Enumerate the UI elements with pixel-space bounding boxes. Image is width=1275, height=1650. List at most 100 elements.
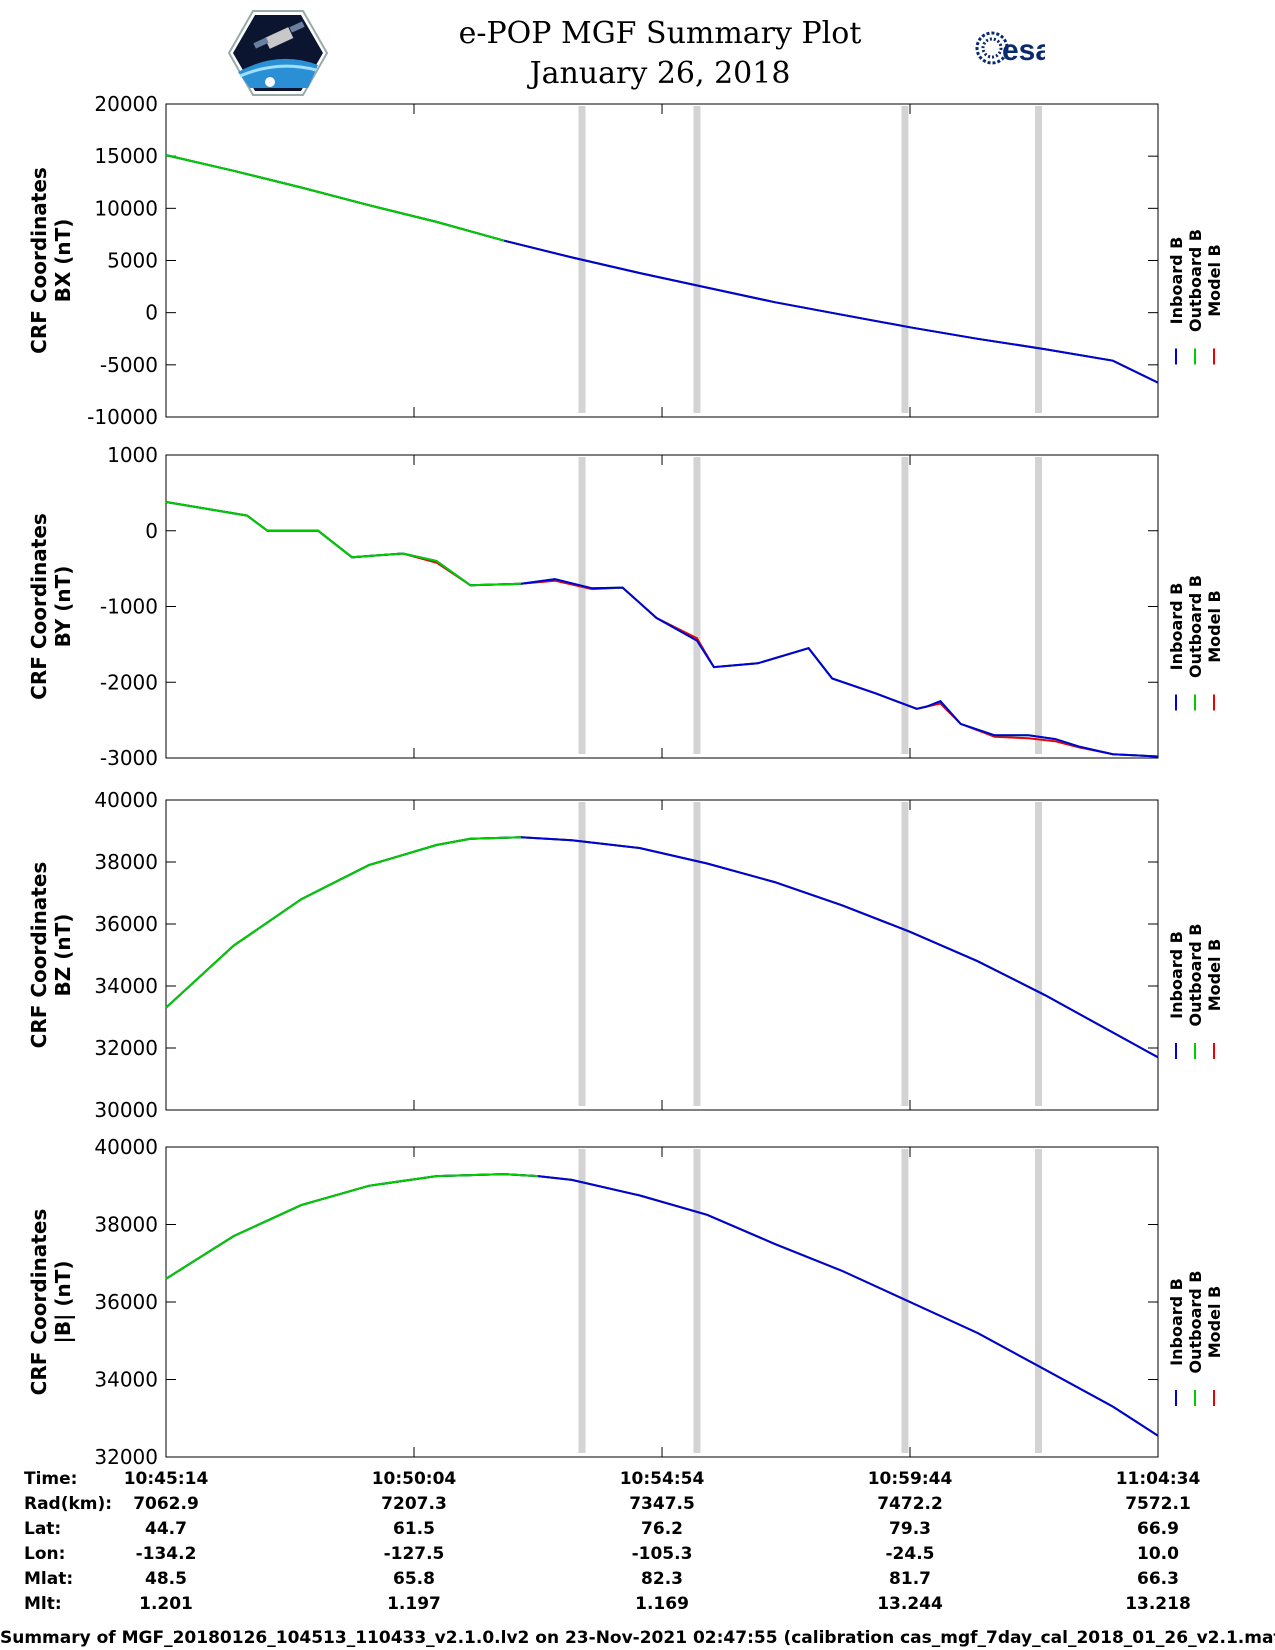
y-tick-label: 0 <box>145 301 158 325</box>
legend-label: Outboard B <box>1186 575 1205 678</box>
y-tick-label: -10000 <box>87 405 158 429</box>
series-line-model-b <box>165 501 1158 758</box>
y-tick-label: 40000 <box>94 788 158 812</box>
data-gap-band <box>1035 802 1043 1106</box>
y-tick-label: -2000 <box>100 670 158 694</box>
y-axis-label-line2: BZ (nT) <box>51 914 75 997</box>
ephemeris-value: 7207.3 <box>381 1494 447 1514</box>
y-tick-label: 34000 <box>94 974 158 998</box>
y-tick-label: 1000 <box>107 443 158 467</box>
footer-summary: Summary of MGF_20180126_104513_110433_v2… <box>0 1628 1275 1648</box>
ephemeris-row-label: Rad(km): <box>24 1494 112 1514</box>
ephemeris-value: 1.197 <box>387 1594 441 1614</box>
ephemeris-value: 7572.1 <box>1125 1494 1191 1514</box>
series-line-outboard-b-early <box>165 1173 539 1280</box>
ephemeris-value: 66.9 <box>1137 1519 1179 1539</box>
y-axis-label: CRF CoordinatesBY (nT) <box>27 513 75 700</box>
series-line-outboard-b-early <box>165 836 522 1009</box>
series-line-model-b <box>165 154 1159 384</box>
series-line-outboard-b <box>165 1173 1159 1437</box>
data-gap-band <box>578 802 586 1106</box>
series-line-outboard-b <box>165 154 1159 384</box>
data-gap-band <box>693 457 701 754</box>
data-gap-band <box>1035 457 1043 754</box>
series-line-outboard-b <box>165 501 1158 758</box>
ephemeris-value: 1.201 <box>139 1594 193 1614</box>
ephemeris-value: 79.3 <box>889 1519 931 1539</box>
panel-by: 1000 0 -1000 -2000 -3000 CRF CoordinatesBY (n… <box>27 443 1224 770</box>
data-gap-band <box>901 1149 909 1453</box>
legend-label: Outboard B <box>1186 1271 1205 1374</box>
y-tick-label: 38000 <box>94 1213 158 1237</box>
y-axis-label-line2: |B| (nT) <box>51 1261 75 1344</box>
ephemeris-value: 65.8 <box>393 1569 435 1589</box>
data-gap-band <box>578 457 586 754</box>
y-tick-label: 20000 <box>94 92 158 116</box>
y-tick-label: 0 <box>145 519 158 543</box>
ephemeris-value: 48.5 <box>145 1569 187 1589</box>
ephemeris-value: 61.5 <box>393 1519 435 1539</box>
y-tick-label: 32000 <box>94 1036 158 1060</box>
ephemeris-value: 66.3 <box>1137 1569 1179 1589</box>
y-axis-label-line1: CRF Coordinates <box>27 1209 51 1396</box>
legend-label: Inboard B <box>1167 1278 1186 1366</box>
ephemeris-value: 7347.5 <box>629 1494 695 1514</box>
series-line-outboard-b <box>165 836 1159 1059</box>
y-axis-label: CRF Coordinates|B| (nT) <box>27 1209 75 1396</box>
y-tick-label: -3000 <box>100 746 158 770</box>
data-gap-band <box>901 457 909 754</box>
y-tick-label: 38000 <box>94 850 158 874</box>
data-gap-band <box>1035 106 1043 413</box>
y-tick-label: 10000 <box>94 196 158 220</box>
y-tick-label: -1000 <box>100 595 158 619</box>
ephemeris-value: 44.7 <box>145 1519 187 1539</box>
ephemeris-value: -134.2 <box>136 1544 197 1564</box>
legend-label: Outboard B <box>1186 924 1205 1027</box>
data-gap-band <box>693 1149 701 1453</box>
ephemeris-value: 13.244 <box>877 1594 943 1614</box>
y-axis-label: CRF CoordinatesBZ (nT) <box>27 862 75 1049</box>
panel-frame <box>165 799 1159 1111</box>
ephemeris-value: 7062.9 <box>133 1494 199 1514</box>
ephemeris-value: 76.2 <box>641 1519 683 1539</box>
data-gap-band <box>901 106 909 413</box>
plot-title: e-POP MGF Summary Plot <box>458 16 862 51</box>
y-tick-label: 36000 <box>94 1290 158 1314</box>
legend-label: Model B <box>1205 1286 1224 1358</box>
y-tick-label: 15000 <box>94 144 158 168</box>
ephemeris-value: 10:54:54 <box>620 1469 705 1489</box>
ephemeris-value: 10:59:44 <box>868 1469 953 1489</box>
esa-logo: esa <box>975 30 1052 74</box>
data-gap-band <box>578 1149 586 1453</box>
y-axis-label-line2: BY (nT) <box>51 566 75 648</box>
data-gap-band <box>693 106 701 413</box>
data-gap-band <box>901 802 909 1106</box>
panel-frame <box>165 454 1159 759</box>
panel-frame <box>165 103 1159 418</box>
legend-label: Inboard B <box>1167 237 1186 325</box>
series-line-inboard-b <box>165 154 1159 384</box>
legend-label: Outboard B <box>1186 229 1205 332</box>
panel-bx: 20000 15000 10000 5000 0 -5000 -10000 CRF Coord… <box>27 92 1224 429</box>
panel-bmag: 40000 38000 36000 34000 32000 CRF Coordinates… <box>27 1135 1224 1469</box>
y-tick-label: 36000 <box>94 912 158 936</box>
ephemeris-value: 10.0 <box>1137 1544 1179 1564</box>
y-tick-label: 40000 <box>94 1135 158 1159</box>
y-axis-label-line1: CRF Coordinates <box>27 862 51 1049</box>
ephemeris-table: Time: 10:45:14 10:50:04 10:54:54 10:59:44 11:… <box>24 1469 1200 1614</box>
y-axis-label-line1: CRF Coordinates <box>27 513 51 700</box>
legend-label: Model B <box>1205 939 1224 1011</box>
ephemeris-value: -105.3 <box>632 1544 693 1564</box>
ephemeris-value: 10:50:04 <box>372 1469 457 1489</box>
y-tick-label: 30000 <box>94 1098 158 1122</box>
legend-label: Model B <box>1205 244 1224 316</box>
data-gap-band <box>1035 1149 1043 1453</box>
plot-date: January 26, 2018 <box>529 56 791 91</box>
ephemeris-row-label: Lon: <box>24 1544 65 1564</box>
series-line-outboard-b-early <box>165 501 522 587</box>
y-tick-label: 34000 <box>94 1368 158 1392</box>
esa-logo-text: esa <box>1002 34 1045 67</box>
ephemeris-row-label: Mlat: <box>24 1569 73 1589</box>
ephemeris-value: 7472.2 <box>877 1494 943 1514</box>
